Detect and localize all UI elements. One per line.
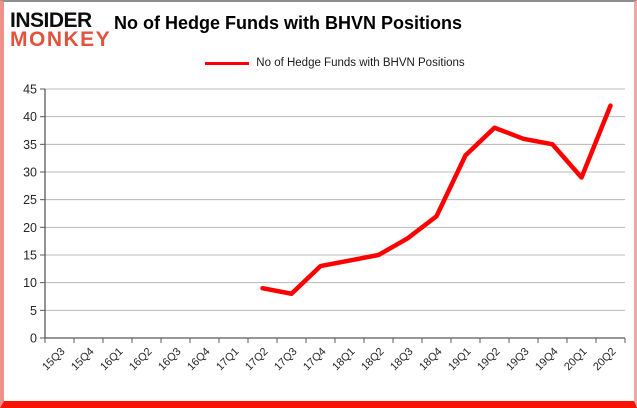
legend-line-swatch — [205, 61, 250, 65]
y-axis-label: 15 — [23, 249, 37, 263]
x-axis-label: 19Q2 — [475, 346, 503, 374]
x-axis-label: 19Q4 — [533, 346, 561, 374]
legend-label: No of Hedge Funds with BHVN Positions — [256, 57, 465, 69]
insider-monkey-logo: INSIDER MONKEY — [10, 9, 112, 51]
x-axis-label: 18Q2 — [359, 346, 387, 374]
x-axis-label: 16Q3 — [156, 346, 184, 374]
x-axis-label: 17Q1 — [214, 346, 242, 374]
x-axis-label: 16Q1 — [98, 346, 126, 374]
y-axis-label: 30 — [23, 166, 37, 180]
x-axis-label: 15Q4 — [69, 346, 97, 374]
x-axis-label: 17Q4 — [301, 346, 329, 374]
x-axis-label: 16Q4 — [185, 346, 213, 374]
y-axis-label: 25 — [23, 193, 37, 207]
x-axis-label: 18Q3 — [388, 346, 416, 374]
logo-line-monkey: MONKEY — [10, 28, 112, 51]
x-axis-label: 15Q3 — [40, 346, 68, 374]
y-axis-label: 40 — [23, 110, 37, 124]
data-line-series — [260, 103, 613, 296]
y-axis-label: 35 — [23, 138, 37, 152]
x-axis-label: 20Q2 — [591, 346, 619, 374]
x-axis-label: 18Q4 — [417, 346, 445, 374]
logo-line-insider: INSIDER — [10, 9, 92, 32]
y-axis-label: 20 — [23, 221, 37, 235]
y-axis-label: 10 — [23, 276, 37, 290]
x-axis-label: 19Q3 — [504, 346, 532, 374]
chart-title: No of Hedge Funds with BHVN Positions — [114, 13, 462, 33]
y-axis-label: 0 — [30, 332, 37, 346]
line-chart: 0 5 10 15 20 25 30 35 40 45 15Q3 15Q4 16Q1 16Q2 16Q3 16… — [23, 83, 626, 374]
x-axis-label: 20Q1 — [562, 346, 590, 374]
x-axis-label: 16Q2 — [127, 346, 155, 374]
x-axis-label: 18Q1 — [330, 346, 358, 374]
x-axis-label: 17Q2 — [243, 346, 271, 374]
x-axis-label: 19Q1 — [446, 346, 474, 374]
y-axis-label: 45 — [23, 83, 37, 97]
y-axis-label: 5 — [30, 304, 37, 318]
chart-legend: No of Hedge Funds with BHVN Positions — [45, 56, 625, 70]
x-axis-label: 17Q3 — [272, 346, 300, 374]
